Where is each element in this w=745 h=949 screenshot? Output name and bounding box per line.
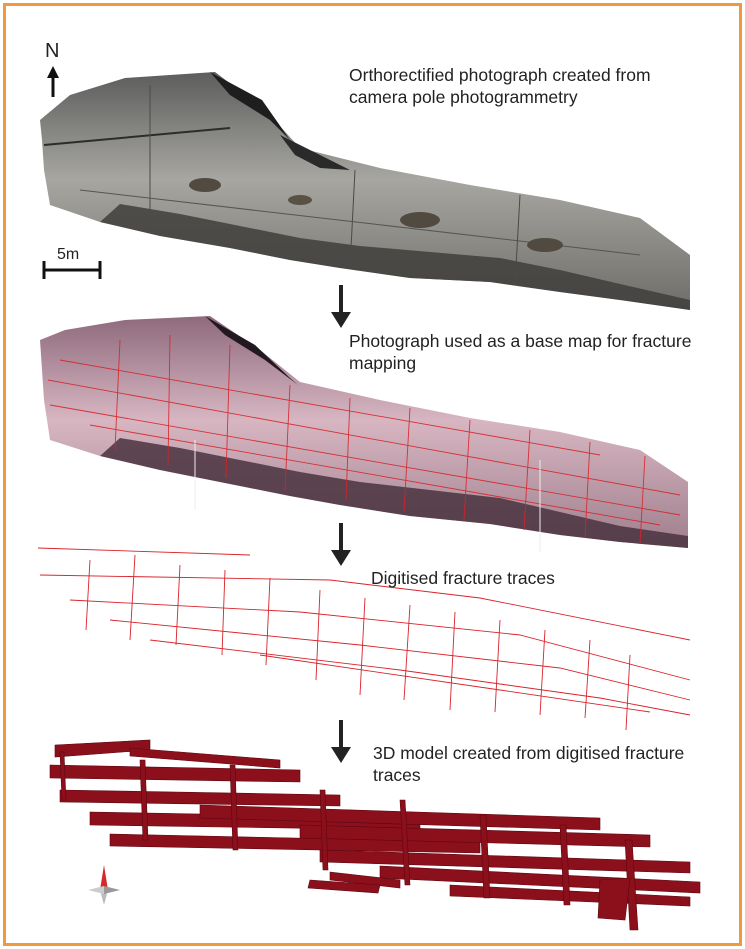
north-label: N xyxy=(45,40,60,62)
flow-arrow-3 xyxy=(331,720,351,763)
model-3d-panel xyxy=(49,739,701,931)
fracture-traces-panel xyxy=(37,547,691,731)
step-4-label: 3D model created from digitised fracture… xyxy=(373,743,685,785)
flow-arrow-1 xyxy=(331,285,351,328)
scale-label: 5m xyxy=(57,246,80,263)
scale-bar xyxy=(42,261,102,279)
figure-border xyxy=(3,3,742,946)
flow-arrow-2 xyxy=(331,523,351,566)
step-1-label: Orthorectified photograph created from c… xyxy=(349,65,651,107)
north-arrow xyxy=(47,66,59,97)
step-3-label: Digitised fracture traces xyxy=(371,568,555,588)
basemap-panel xyxy=(40,316,688,552)
orthophoto-panel xyxy=(40,72,690,310)
compass-icon xyxy=(88,865,120,905)
step-2-label: Photograph used as a base map for fractu… xyxy=(349,331,692,373)
